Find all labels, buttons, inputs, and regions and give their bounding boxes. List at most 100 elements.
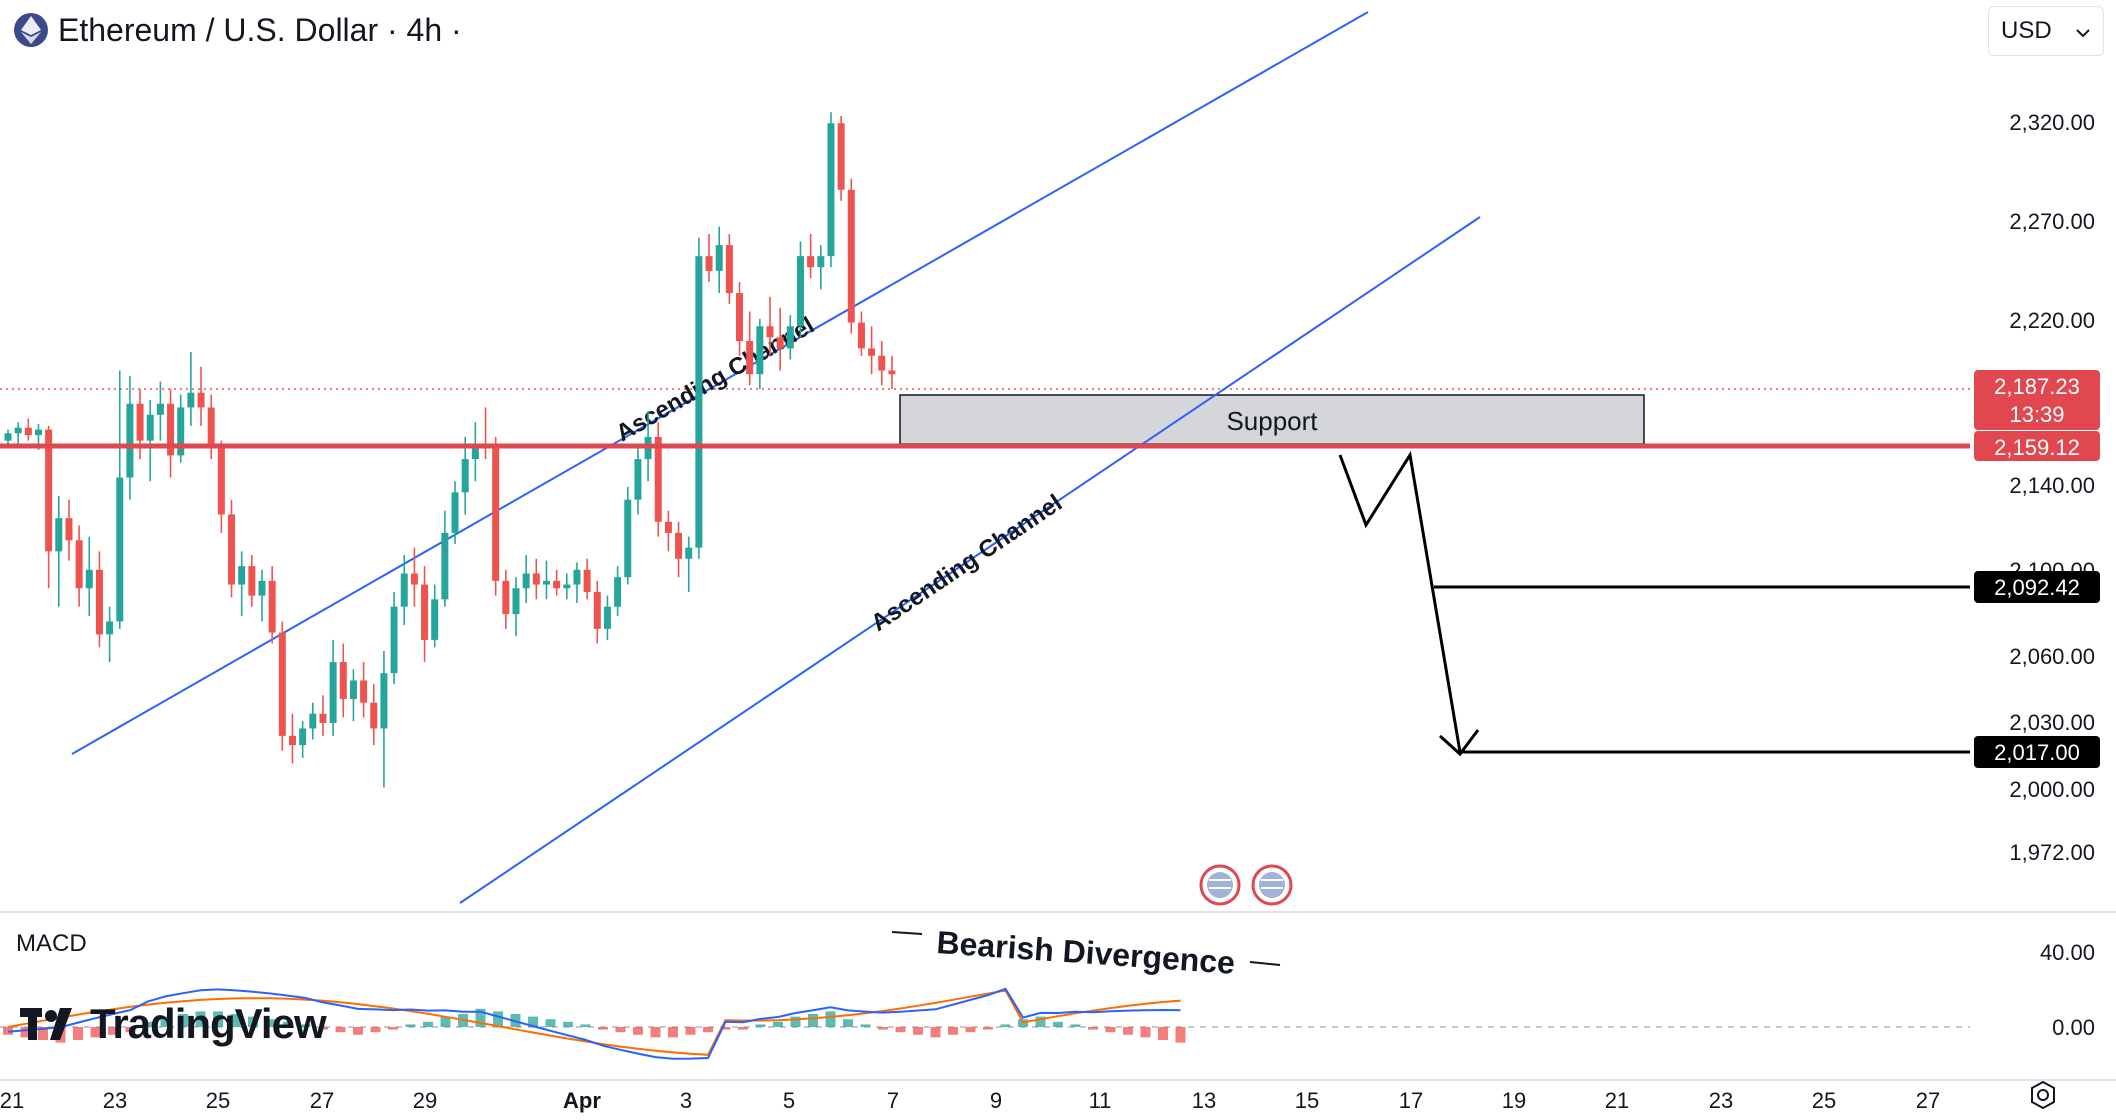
candle-body[interactable] — [24, 427, 32, 436]
candle-body[interactable] — [207, 407, 215, 449]
candle-body[interactable] — [177, 407, 185, 456]
candle-body[interactable] — [106, 621, 114, 635]
candle-body[interactable] — [878, 355, 886, 371]
candle-body[interactable] — [197, 392, 205, 408]
candle-body[interactable] — [532, 573, 540, 585]
candle-body[interactable] — [593, 591, 601, 629]
candle-body[interactable] — [217, 448, 225, 515]
currency-select[interactable]: USD — [1988, 6, 2104, 56]
candle-body[interactable] — [847, 189, 855, 323]
candle-body[interactable] — [370, 702, 378, 729]
candle-body[interactable] — [187, 392, 195, 408]
candle-body[interactable] — [228, 514, 236, 585]
candle-body[interactable] — [421, 584, 429, 640]
candle-body[interactable] — [400, 573, 408, 607]
candle-body[interactable] — [868, 348, 876, 356]
candle-body[interactable] — [563, 584, 571, 589]
candle-body[interactable] — [258, 580, 266, 596]
candle-body[interactable] — [268, 580, 276, 633]
candle-body[interactable] — [349, 680, 357, 699]
candle-body[interactable] — [502, 580, 510, 615]
candle-body[interactable] — [461, 459, 469, 493]
y-tick-label: 2,140.00 — [2009, 473, 2095, 498]
candle-body[interactable] — [299, 728, 307, 746]
candle-body[interactable] — [238, 566, 246, 585]
candle-body[interactable] — [441, 532, 449, 600]
candle-body[interactable] — [776, 337, 784, 349]
candle-body[interactable] — [542, 580, 550, 585]
candle-body[interactable] — [715, 245, 723, 271]
candle-body[interactable] — [390, 606, 398, 674]
candle-body[interactable] — [65, 518, 73, 541]
candle-body[interactable] — [4, 433, 12, 441]
candle-body[interactable] — [603, 606, 611, 629]
candle-body[interactable] — [146, 414, 154, 441]
candle-body[interactable] — [837, 123, 845, 190]
candle-body[interactable] — [725, 245, 733, 294]
candle-body[interactable] — [126, 403, 134, 478]
candle-body[interactable] — [45, 429, 53, 552]
candle-body[interactable] — [85, 569, 93, 589]
projection-path[interactable] — [1338, 450, 1462, 753]
candle-body[interactable] — [156, 403, 164, 415]
candle-body[interactable] — [319, 713, 327, 723]
candle-body[interactable] — [654, 436, 662, 522]
candle-body[interactable] — [756, 326, 764, 375]
candle-body[interactable] — [410, 573, 418, 585]
candle-body[interactable] — [278, 632, 286, 736]
x-tick-label: 27 — [310, 1088, 334, 1113]
candle-body[interactable] — [14, 427, 22, 434]
candle-body[interactable] — [116, 477, 124, 622]
candle-body[interactable] — [675, 532, 683, 559]
candle-body[interactable] — [329, 662, 337, 723]
candle-body[interactable] — [522, 573, 530, 589]
macd-histogram-bar — [73, 1027, 83, 1040]
candle-body[interactable] — [471, 444, 479, 460]
candle-body[interactable] — [766, 326, 774, 338]
channel-upper-line[interactable] — [71, 11, 1369, 755]
candle-body[interactable] — [360, 680, 368, 703]
candle-body[interactable] — [888, 370, 896, 375]
candle-body[interactable] — [136, 403, 144, 441]
countdown-text: 13:39 — [2009, 402, 2064, 427]
candle-body[interactable] — [786, 326, 794, 349]
candle-body[interactable] — [431, 599, 439, 640]
candle-body[interactable] — [512, 588, 520, 615]
candle-body[interactable] — [705, 256, 713, 271]
settings-icon[interactable] — [2028, 1080, 2058, 1110]
candle-body[interactable] — [75, 540, 83, 589]
candle-body[interactable] — [685, 547, 693, 559]
candle-body[interactable] — [614, 577, 622, 607]
candle-body[interactable] — [857, 322, 865, 349]
candle-body[interactable] — [451, 492, 459, 533]
candle-body[interactable] — [583, 569, 591, 592]
candle-body[interactable] — [695, 256, 703, 548]
x-tick-label: 29 — [413, 1088, 437, 1113]
channel-lower-line[interactable] — [459, 216, 1481, 904]
candle-body[interactable] — [573, 569, 581, 585]
candle-body[interactable] — [796, 256, 804, 327]
candle-body[interactable] — [380, 673, 388, 729]
candle-body[interactable] — [34, 429, 42, 436]
candle-body[interactable] — [736, 293, 744, 342]
candle-body[interactable] — [746, 341, 754, 375]
candle-body[interactable] — [339, 662, 347, 699]
candle-body[interactable] — [634, 459, 642, 500]
macd-histogram-bar — [108, 1027, 118, 1035]
candle-body[interactable] — [624, 499, 632, 578]
candle-body[interactable] — [807, 256, 815, 268]
candle-body[interactable] — [664, 521, 672, 533]
candle-body[interactable] — [167, 403, 175, 456]
candle-body[interactable] — [553, 580, 561, 589]
candle-body[interactable] — [309, 713, 317, 729]
candle-body[interactable] — [492, 448, 500, 581]
candle-body[interactable] — [55, 518, 63, 552]
candle-body[interactable] — [288, 735, 296, 746]
candle-body[interactable] — [248, 566, 256, 596]
candle-body[interactable] — [827, 123, 835, 257]
candle-body[interactable] — [95, 569, 103, 635]
price-label-badge — [1974, 431, 2100, 461]
support-zone[interactable] — [899, 394, 1645, 445]
candle-body[interactable] — [817, 256, 825, 268]
